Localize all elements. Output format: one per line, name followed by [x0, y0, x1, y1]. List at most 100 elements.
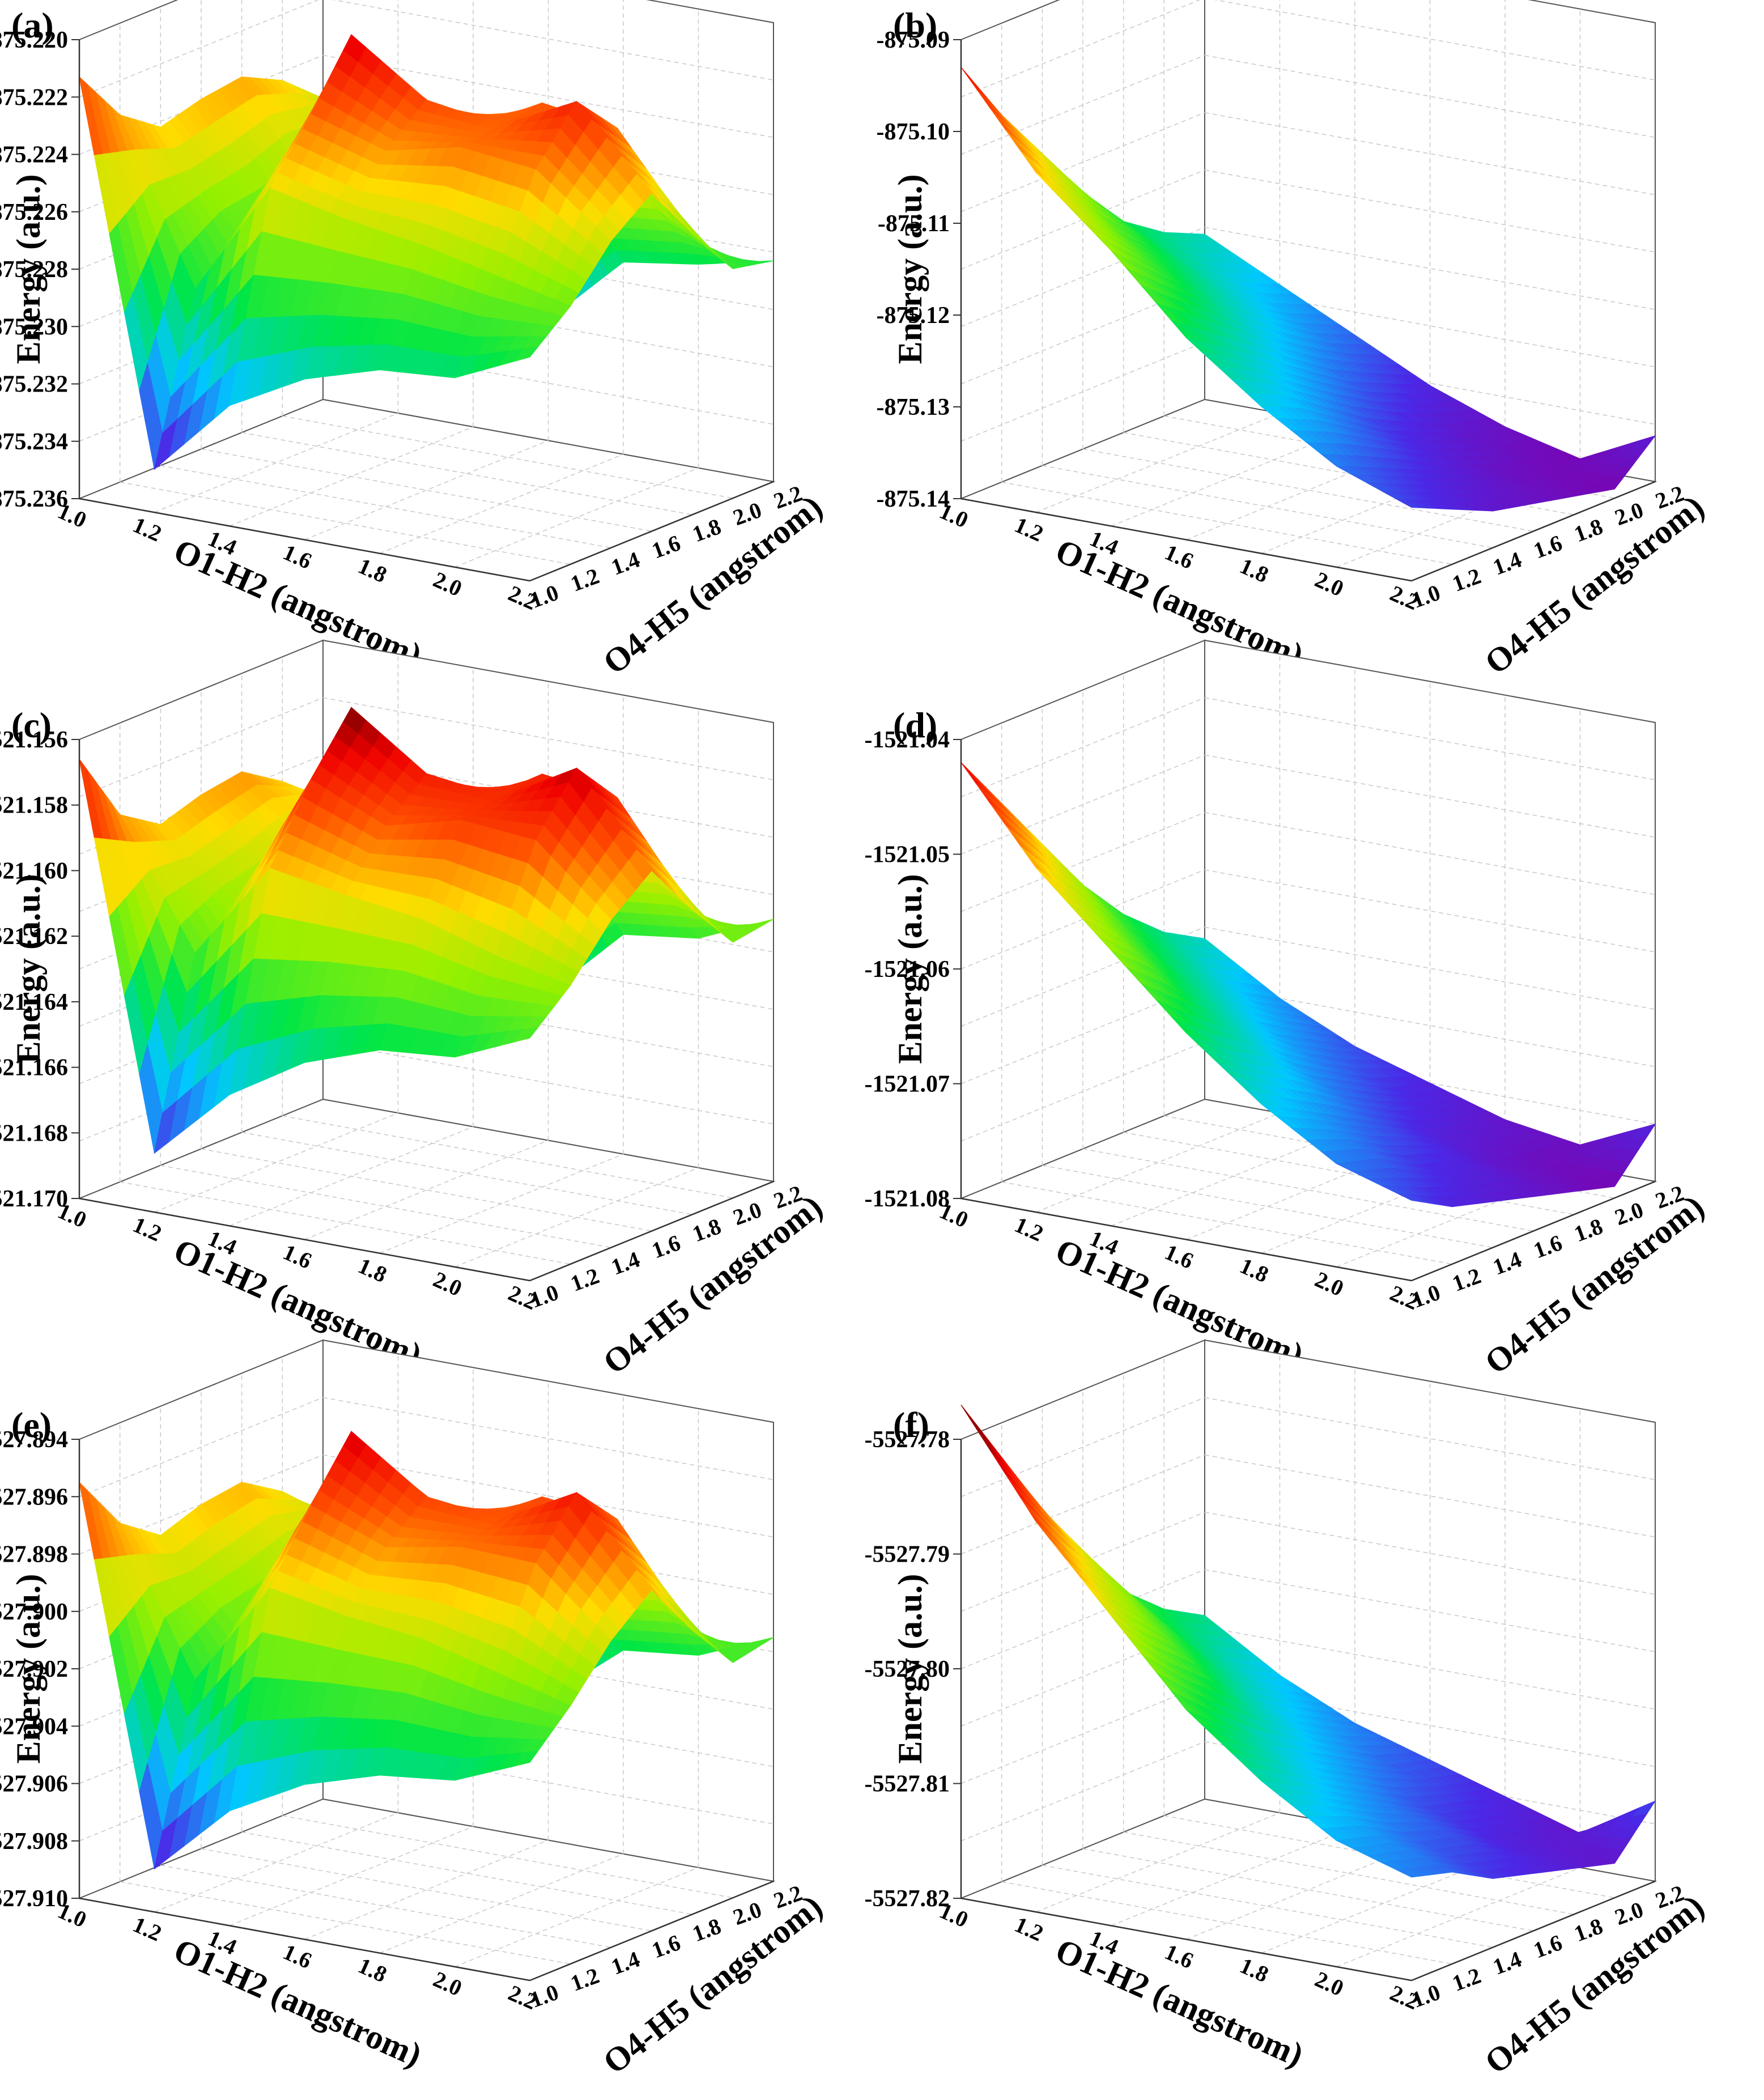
surface-patch: [1396, 1192, 1420, 1202]
grid-line: [379, 1153, 624, 1254]
z-tick-label: -5527.898: [0, 1542, 68, 1568]
grid-line: [379, 453, 624, 554]
axes: [78, 739, 774, 1282]
surface: [960, 67, 1656, 512]
z-tick-label: -1521.162: [0, 924, 68, 950]
z-tick-label: -1521.170: [0, 1186, 68, 1212]
panel-a: -875.220-875.222-875.224-875.226-875.228…: [0, 0, 882, 700]
y-tick-label: 1.4: [608, 1946, 643, 1979]
grid-line: [1336, 467, 1580, 568]
x-tick-label: 1.6: [1161, 1239, 1197, 1273]
z-tick-label: -1521.164: [0, 989, 68, 1015]
surface-chart-a: -875.220-875.222-875.224-875.226-875.228…: [0, 0, 829, 682]
surface-chart-f: -5527.78-5527.79-5527.80-5527.81-5527.82…: [865, 1339, 1711, 2081]
x-tick-label: 1.6: [1161, 539, 1197, 573]
x-tick-label: 1.6: [279, 539, 316, 573]
panel-d: -1521.04 -1521.05 -1521.06 -1521.07 -1521.08…: [865, 639, 1763, 1400]
y-axis-line: [1411, 481, 1656, 582]
grid-line: [322, 1626, 774, 1710]
y-tick-label: 1.4: [608, 546, 643, 580]
z-tick-label: -875.228: [0, 257, 68, 283]
z-axis-title: Energy (a.u.): [10, 175, 47, 364]
grid-line: [1111, 1826, 1355, 1927]
grid-line: [201, 1848, 652, 1932]
x-tick-label: 1.2: [1011, 512, 1047, 546]
y-axis-line: [529, 1180, 774, 1282]
grid-line: [304, 1140, 549, 1240]
z-tick-label: -5527.904: [0, 1714, 68, 1740]
z-axis-title: Energy (a.u.): [10, 874, 47, 1064]
grid-line: [960, 697, 1205, 797]
grid-line: [1036, 1812, 1280, 1912]
grid-line: [1204, 227, 1656, 310]
x-tick-label: 1.2: [129, 1211, 165, 1246]
z-tick-label: -1521.166: [0, 1055, 68, 1081]
panel-label: (e): [11, 1405, 52, 1445]
grid-line: [1111, 426, 1355, 527]
y-tick-label: 1.8: [689, 513, 724, 547]
grid-line: [79, 1626, 324, 1727]
x-tick-label: 2.0: [430, 1966, 466, 2001]
grid-line: [201, 1148, 652, 1232]
axes: [960, 40, 1656, 582]
z-tick-label: -875.234: [0, 429, 68, 455]
grid-line: [1186, 440, 1430, 541]
back-walls: [959, 1339, 1657, 1982]
y-tick-label: 1.2: [567, 563, 602, 596]
z-tick-label: -875.11: [878, 211, 950, 237]
grid-line: [1036, 1112, 1280, 1213]
y-tick-label: 1.6: [648, 530, 683, 563]
grid-line: [1204, 169, 1656, 253]
y-axis-line: [529, 481, 774, 582]
z-tick-label: -1521.04: [865, 727, 950, 753]
z-tick-label: -5527.896: [0, 1484, 68, 1510]
z-tick-label: -875.236: [0, 486, 68, 512]
z-tick-label: -5527.894: [0, 1427, 68, 1453]
gridlines: [79, 0, 774, 568]
surface: [960, 762, 1656, 1208]
x-axis-line: [79, 498, 530, 582]
panel-label: (c): [11, 705, 52, 745]
z-tick-label: -5527.902: [0, 1656, 68, 1682]
x-tick-label: 1.8: [355, 1253, 391, 1287]
grid-line: [1186, 1140, 1430, 1240]
grid-line: [1204, 869, 1656, 953]
y-axis-line: [1411, 1180, 1656, 1282]
x-tick-label: 2.0: [430, 567, 466, 601]
x-tick-label: 1.8: [355, 553, 391, 588]
surface-chart-d: -1521.04-1521.05-1521.06-1521.07-1521.08…: [865, 639, 1711, 1381]
z-tick-label: -1521.158: [0, 793, 68, 819]
surface: [79, 707, 774, 1154]
grid-line: [1214, 0, 1656, 80]
grid-line: [1082, 1148, 1534, 1232]
grid-line: [322, 227, 774, 310]
z-tick-label: -875.230: [0, 314, 68, 340]
x-tick-label: 2.0: [430, 1266, 466, 1301]
gridlines: [960, 1354, 1656, 1967]
grid-line: [1204, 926, 1656, 1010]
x-tick-label: 1.6: [279, 1239, 316, 1273]
grid-line: [1082, 1848, 1534, 1932]
z-tick-label: -5527.900: [0, 1599, 68, 1625]
grid-line: [1204, 1626, 1656, 1710]
grid-line: [1204, 697, 1656, 780]
y-tick-label: 1.8: [1571, 1213, 1606, 1247]
grid-line: [79, 1397, 324, 1497]
y-tick-label: 1.6: [1530, 1230, 1565, 1263]
grid-line: [79, 227, 324, 327]
y-tick-label: 1.4: [1490, 1246, 1525, 1279]
z-tick-label: -875.220: [0, 27, 68, 53]
surface: [960, 1404, 1656, 1879]
grid-line: [1261, 453, 1506, 554]
z-tick-label: -5527.910: [0, 1886, 68, 1912]
grid-line: [454, 1867, 699, 1967]
panel-label: (a): [11, 5, 54, 45]
grid-line: [282, 1115, 733, 1198]
grid-line: [960, 926, 1205, 1027]
grid-line: [1261, 1853, 1506, 1954]
grid-line: [1336, 1867, 1580, 1967]
surface-chart-b: -875.09-875.10-875.11-875.12-875.13-875.…: [877, 0, 1711, 682]
grid-line: [229, 1826, 474, 1927]
panel-c: -1521.156-1521.158-1521.160-1521.162-152…: [0, 639, 882, 1400]
